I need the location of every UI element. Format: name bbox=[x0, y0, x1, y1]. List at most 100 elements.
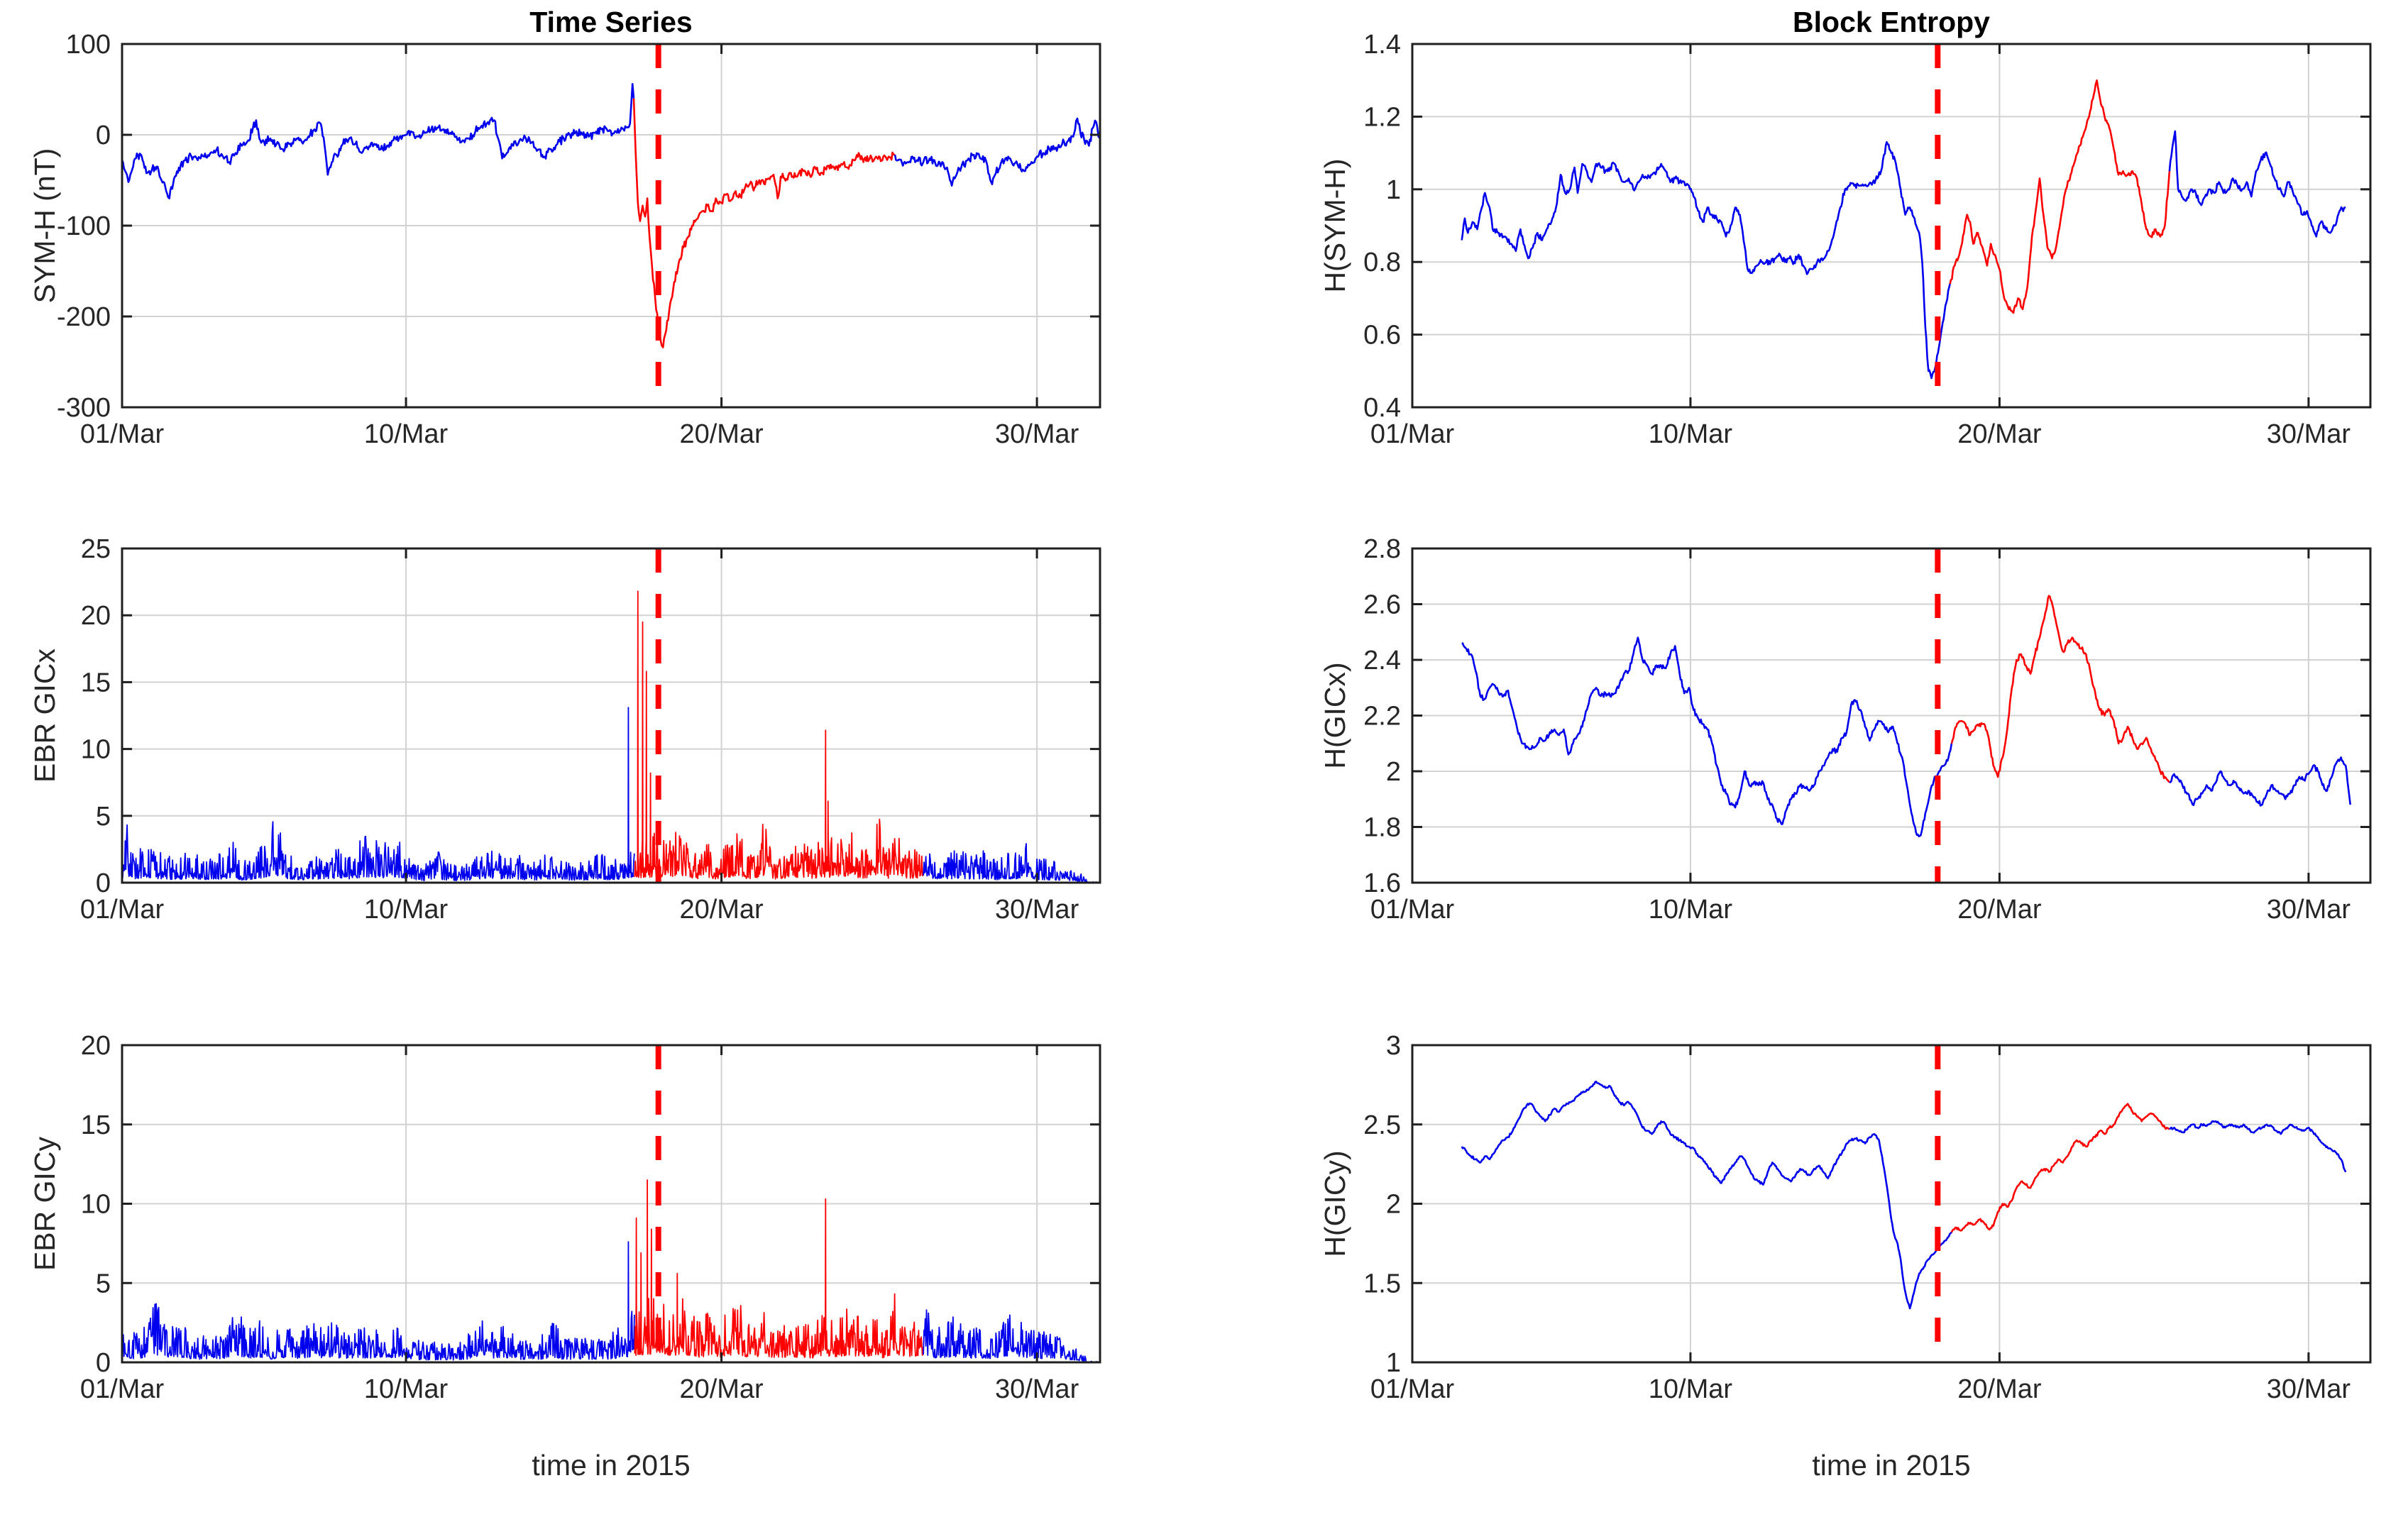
y-tick-label: -100 bbox=[57, 211, 111, 241]
y-tick-label: 1 bbox=[1386, 175, 1401, 205]
chart-h-gicx: 01/Mar 10/Mar 20/Mar 30/Mar 1.6 1.8 2 2.2 2.4 2.6… bbox=[1363, 534, 2372, 925]
chart-h-gicy: 01/Mar 10/Mar 20/Mar 30/Mar 1 1.5 2 2.5 3 bbox=[1363, 1031, 2372, 1404]
ylabel-h-sym-h: H(SYM-H) bbox=[1319, 158, 1351, 293]
y-tick-label: 15 bbox=[81, 668, 111, 697]
chart-ebr-gicx-timeseries: 01/Mar 10/Mar 20/Mar 30/Mar 0 5 10 15 20 25 bbox=[80, 534, 1101, 925]
x-tick-label: 20/Mar bbox=[1957, 1374, 2042, 1404]
series-blue-sym-h-timeseries bbox=[894, 117, 1101, 187]
y-tick-label: 20 bbox=[81, 601, 111, 631]
y-tick-label: 2 bbox=[1386, 1190, 1401, 1220]
series-blue-h-sym-h bbox=[2168, 130, 2346, 238]
xlabel-left-column: time in 2015 bbox=[532, 1449, 691, 1482]
x-tick-label: 01/Mar bbox=[1370, 895, 1455, 925]
series-blue-h-gicy bbox=[1461, 1081, 1952, 1310]
x-tick-label: 30/Mar bbox=[2267, 895, 2351, 925]
series-blue-ebr-gicx-timeseries bbox=[923, 843, 1100, 883]
x-tick-label: 20/Mar bbox=[679, 1374, 764, 1404]
y-tick-label: 1 bbox=[1386, 1348, 1401, 1378]
series-blue-ebr-gicx-timeseries bbox=[121, 707, 635, 881]
x-tick-label: 10/Mar bbox=[364, 895, 449, 925]
x-tick-label: 10/Mar bbox=[364, 419, 449, 449]
x-tick-label: 01/Mar bbox=[80, 419, 165, 449]
x-tick-label: 10/Mar bbox=[364, 1374, 449, 1404]
series-blue-h-gicy bbox=[2168, 1120, 2347, 1173]
ylabel-h-gicy: H(GICy) bbox=[1319, 1150, 1351, 1257]
y-tick-label: 100 bbox=[66, 30, 111, 60]
series-blue-h-sym-h bbox=[1461, 140, 1951, 380]
series-red-ebr-gicy-timeseries bbox=[634, 1179, 924, 1359]
x-tick-label: 20/Mar bbox=[1957, 895, 2042, 925]
series-red-h-gicx bbox=[1950, 595, 2170, 783]
series-blue-h-gicx bbox=[1461, 636, 1953, 838]
y-tick-label: 1.2 bbox=[1363, 102, 1401, 132]
series-blue-ebr-gicy-timeseries bbox=[121, 1241, 635, 1361]
y-tick-label: -300 bbox=[57, 393, 111, 423]
y-tick-label: 2.5 bbox=[1363, 1110, 1401, 1140]
x-tick-label: 30/Mar bbox=[2267, 419, 2351, 449]
x-tick-label: 01/Mar bbox=[1370, 1374, 1455, 1404]
x-tick-label: 01/Mar bbox=[1370, 419, 1455, 449]
series-red-h-sym-h bbox=[1949, 79, 2171, 314]
subplot-h-gicx: 01/Mar 10/Mar 20/Mar 30/Mar 1.6 1.8 2 2.2 2.4 2.6… bbox=[1363, 534, 2372, 925]
y-tick-label: 25 bbox=[81, 534, 111, 564]
x-tick-label: 30/Mar bbox=[995, 895, 1079, 925]
y-tick-label: 2.6 bbox=[1363, 590, 1401, 620]
x-tick-label: 30/Mar bbox=[2267, 1374, 2351, 1404]
y-tick-label: 2.8 bbox=[1363, 534, 1401, 564]
x-tick-label: 01/Mar bbox=[80, 895, 165, 925]
x-tick-label: 10/Mar bbox=[1649, 1374, 1733, 1404]
y-tick-label: 0 bbox=[96, 121, 111, 150]
ylabel-h-gicx: H(GICx) bbox=[1319, 662, 1351, 769]
axes-box bbox=[121, 547, 1101, 884]
series-blue-sym-h-timeseries bbox=[121, 83, 635, 199]
right-column-title: Block Entropy bbox=[1793, 6, 1990, 38]
subplot-h-gicy: 01/Mar 10/Mar 20/Mar 30/Mar 1 1.5 2 2.5 3 bbox=[1363, 1031, 2372, 1404]
y-tick-label: 2 bbox=[1386, 757, 1401, 787]
x-tick-label: 30/Mar bbox=[995, 419, 1079, 449]
x-tick-label: 01/Mar bbox=[80, 1374, 165, 1404]
y-tick-label: -200 bbox=[57, 302, 111, 332]
y-tick-label: 0.6 bbox=[1363, 321, 1401, 351]
series-blue-ebr-gicy-timeseries bbox=[923, 1309, 1100, 1363]
chart-ebr-gicy-timeseries: 01/Mar 10/Mar 20/Mar 30/Mar 0 5 10 15 20 bbox=[80, 1031, 1101, 1404]
chart-h-sym-h: 01/Mar 10/Mar 20/Mar 30/Mar 0.4 0.6 0.8 1 1.2 1.4 bbox=[1363, 30, 2372, 449]
subplot-ebr-gicy-timeseries: 01/Mar 10/Mar 20/Mar 30/Mar 0 5 10 15 20 bbox=[80, 1031, 1101, 1404]
subplot-h-sym-h: 01/Mar 10/Mar 20/Mar 30/Mar 0.4 0.6 0.8 1 1.2 1.4 bbox=[1363, 30, 2372, 449]
y-tick-label: 1.6 bbox=[1363, 868, 1401, 898]
series-blue-h-gicx bbox=[2169, 756, 2351, 807]
series-red-sym-h-timeseries bbox=[632, 98, 896, 348]
y-tick-label: 1.8 bbox=[1363, 813, 1401, 843]
y-tick-label: 0 bbox=[96, 1348, 111, 1378]
y-tick-label: 10 bbox=[81, 1190, 111, 1220]
axes-box bbox=[1411, 43, 2372, 409]
y-tick-label: 3 bbox=[1386, 1031, 1401, 1061]
x-tick-label: 20/Mar bbox=[679, 419, 764, 449]
left-column-title: Time Series bbox=[529, 6, 693, 38]
y-tick-label: 2.2 bbox=[1363, 702, 1401, 732]
series-red-ebr-gicx-timeseries bbox=[634, 590, 924, 880]
y-tick-label: 15 bbox=[81, 1110, 111, 1140]
y-tick-label: 0.4 bbox=[1363, 393, 1401, 423]
y-tick-label: 10 bbox=[81, 735, 111, 765]
x-tick-label: 20/Mar bbox=[1957, 419, 2042, 449]
ylabel-ebr-gicx: EBR GICx bbox=[28, 648, 61, 783]
y-tick-label: 2.4 bbox=[1363, 646, 1401, 675]
x-tick-label: 10/Mar bbox=[1649, 419, 1733, 449]
y-tick-label: 20 bbox=[81, 1031, 111, 1061]
xlabel-right-column: time in 2015 bbox=[1812, 1449, 1971, 1482]
y-tick-label: 5 bbox=[96, 802, 111, 832]
x-tick-label: 10/Mar bbox=[1649, 895, 1733, 925]
x-tick-label: 30/Mar bbox=[995, 1374, 1079, 1404]
ylabel-ebr-gicy: EBR GICy bbox=[28, 1136, 61, 1271]
subplot-sym-h-timeseries: 01/Mar 10/Mar 20/Mar 30/Mar -300 -200 -100 0 100 bbox=[57, 30, 1101, 449]
y-tick-label: 5 bbox=[96, 1269, 111, 1298]
subplot-ebr-gicx-timeseries: 01/Mar 10/Mar 20/Mar 30/Mar 0 5 10 15 20 25 bbox=[80, 534, 1101, 925]
series-red-h-gicy bbox=[1950, 1103, 2170, 1233]
x-tick-label: 20/Mar bbox=[679, 895, 764, 925]
y-tick-label: 0.8 bbox=[1363, 248, 1401, 277]
chart-sym-h-timeseries: 01/Mar 10/Mar 20/Mar 30/Mar -300 -200 -100 0 100 bbox=[57, 30, 1101, 449]
y-tick-label: 1.4 bbox=[1363, 30, 1401, 60]
y-tick-label: 1.5 bbox=[1363, 1269, 1401, 1298]
y-tick-label: 0 bbox=[96, 868, 111, 898]
